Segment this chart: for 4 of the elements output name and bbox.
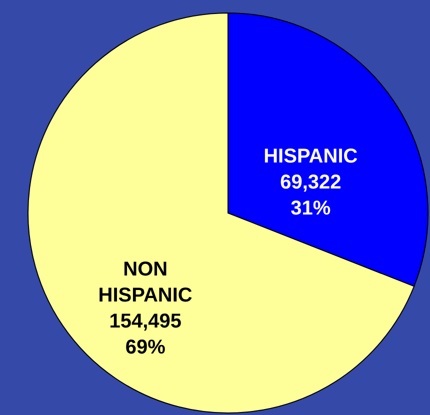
data-label: 154,495 69% — [109, 310, 182, 358]
data-label: 69,322 31% — [280, 172, 342, 220]
slice-label: NON HISPANIC — [98, 258, 192, 306]
slice-label: HISPANIC — [264, 146, 358, 168]
